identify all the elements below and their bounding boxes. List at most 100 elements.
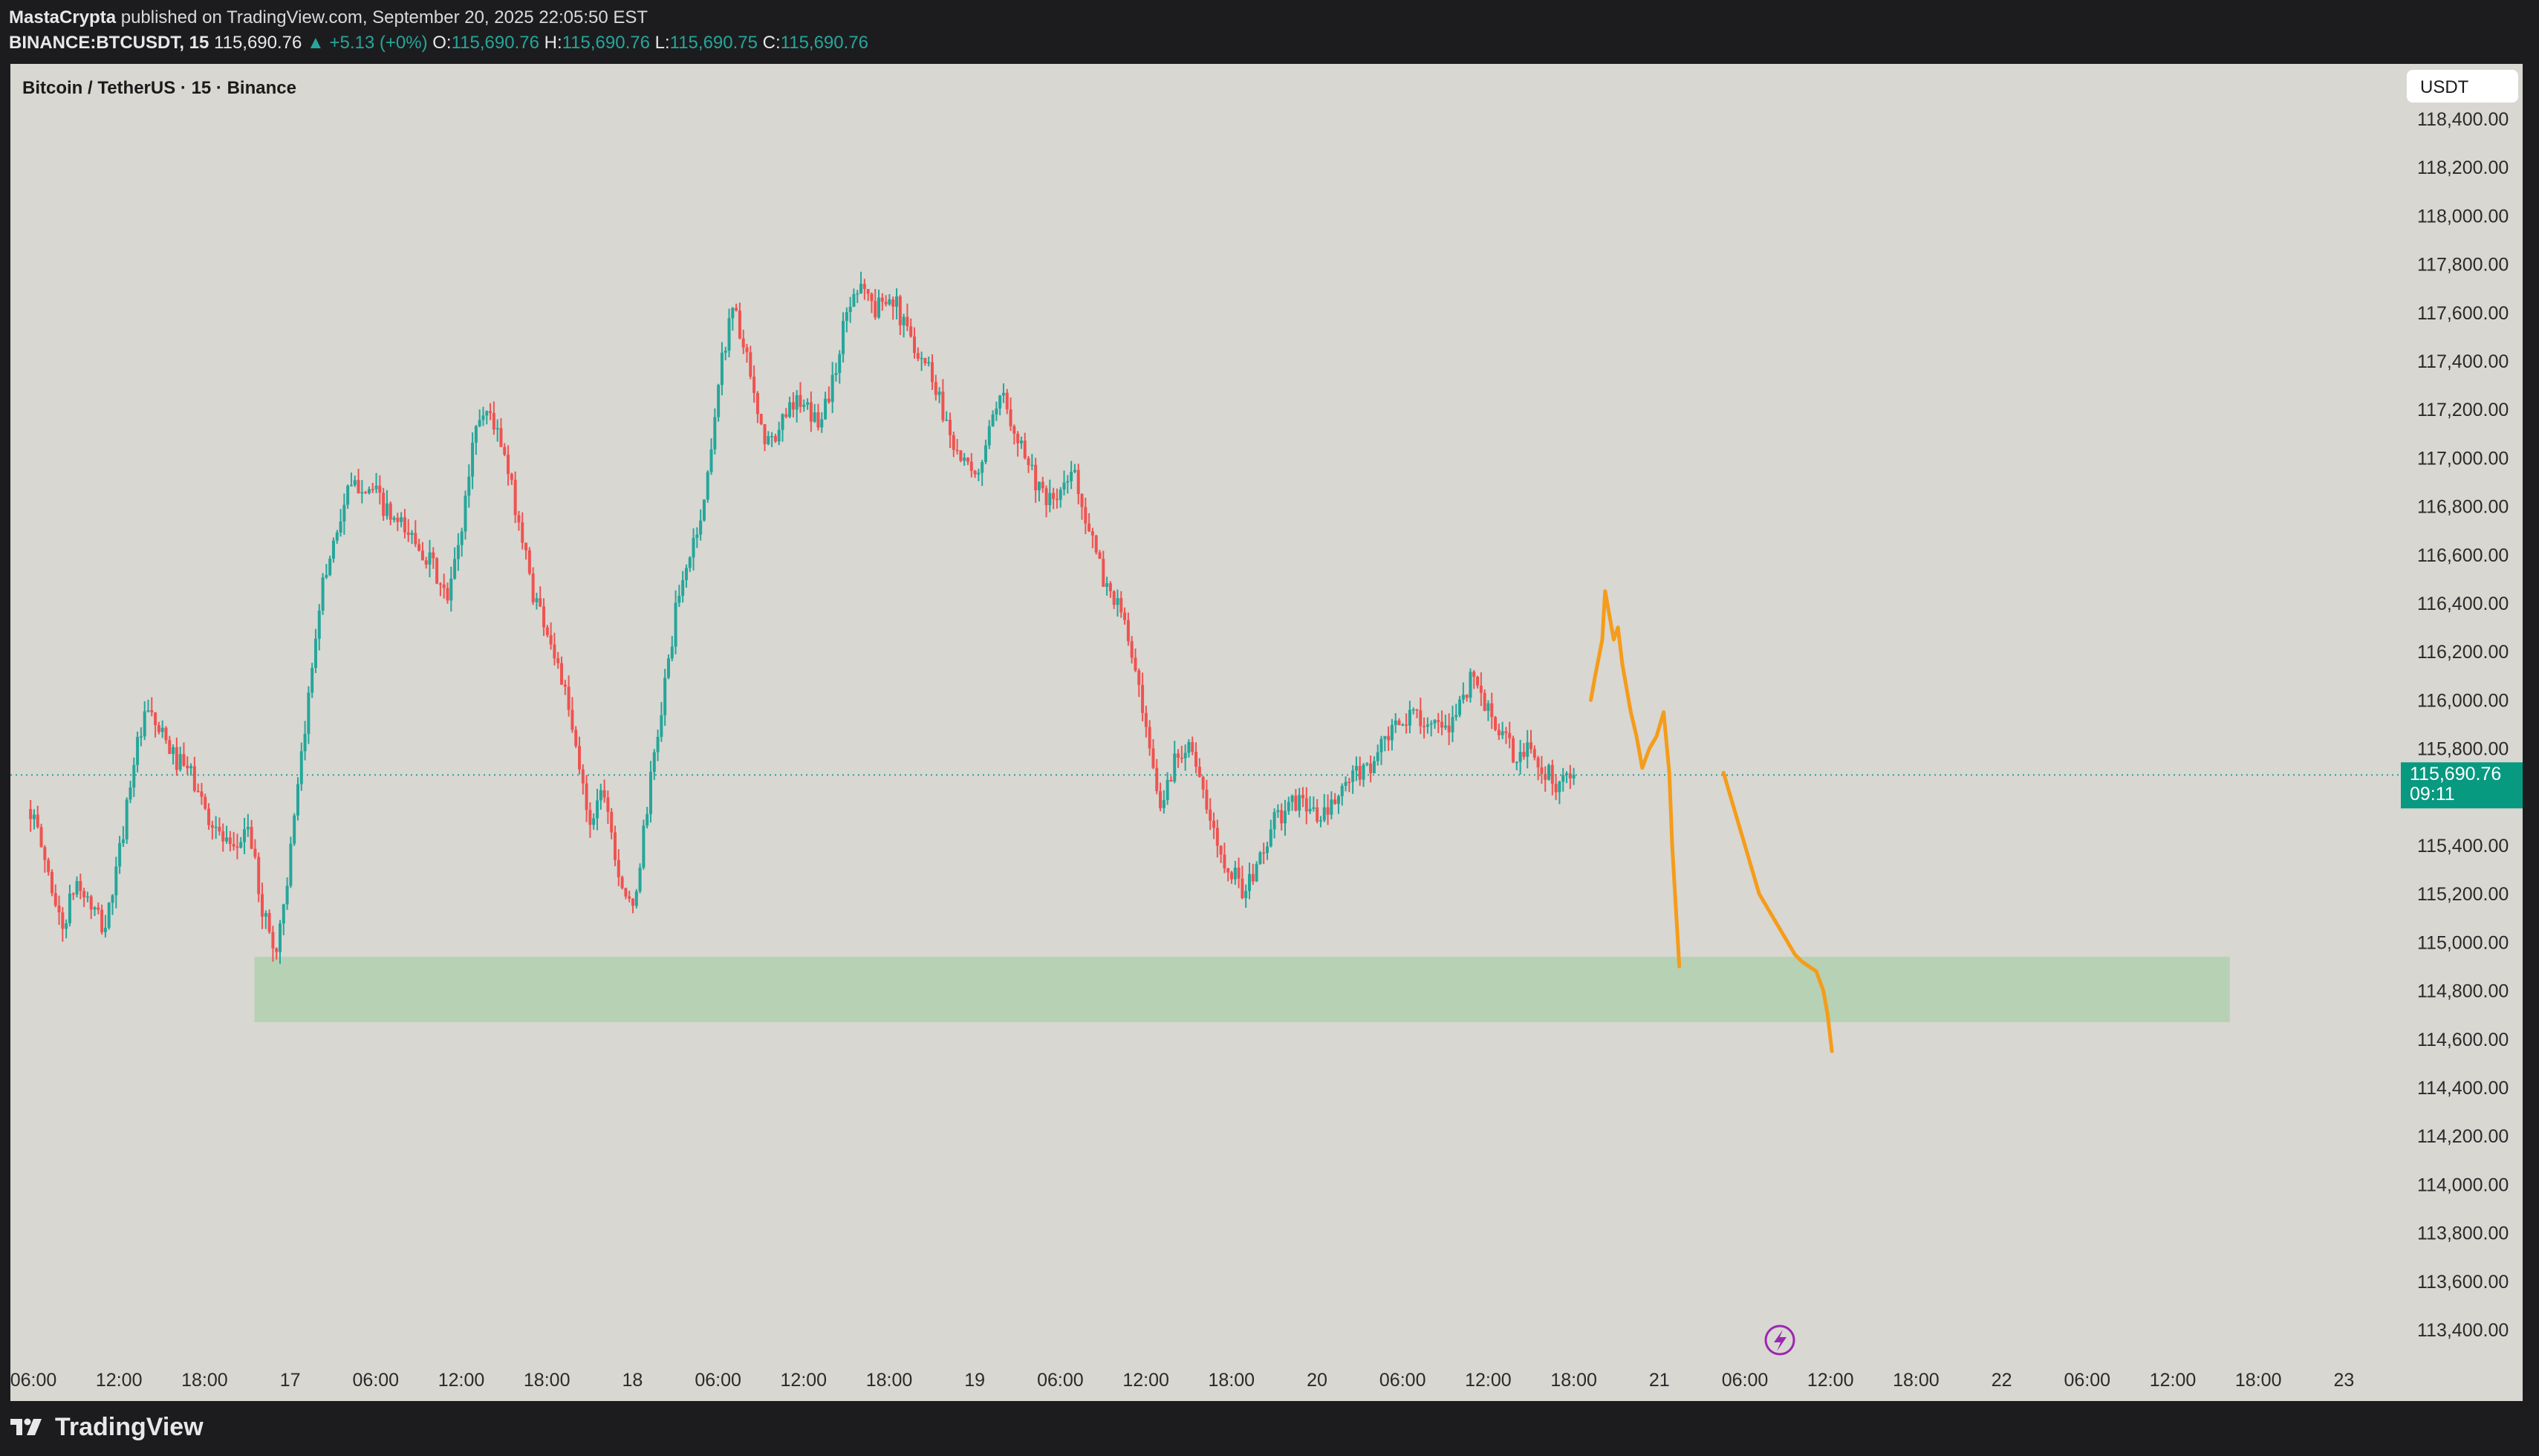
low-value: 115,690.75 (669, 33, 758, 53)
candle-body (692, 538, 695, 558)
candle-body (973, 470, 977, 475)
candle-body (820, 419, 824, 428)
candle-body (1030, 464, 1034, 467)
candle-body (813, 412, 816, 422)
candle-body (1230, 872, 1234, 880)
candle-body (1098, 552, 1102, 559)
candle-body (225, 837, 229, 842)
candle-body (1134, 657, 1137, 671)
candle-body (1062, 482, 1066, 490)
candle-body (172, 747, 175, 754)
change-value: ▲ +5.13 (+0%) (307, 33, 432, 53)
lightning-circle[interactable] (1764, 1325, 1795, 1356)
chart-area[interactable]: Bitcoin / TetherUS · 15 · Binance 113,40… (10, 64, 2523, 1401)
candle-body (1084, 507, 1088, 524)
candle-body (313, 638, 317, 669)
candle-body (1137, 670, 1141, 686)
price-chart[interactable]: Bitcoin / TetherUS · 15 · Binance 113,40… (10, 64, 2523, 1401)
candle-body (1059, 490, 1062, 500)
time-tick-label: 12:00 (1807, 1370, 1854, 1391)
candle-body (759, 414, 763, 424)
candle-body (1561, 775, 1565, 782)
candle-body (699, 520, 703, 535)
candle-body (969, 461, 973, 471)
candle-body (592, 818, 596, 825)
price-tag-price: 115,690.76 (2410, 764, 2501, 784)
candle-body (1387, 735, 1391, 741)
candle-body (1469, 672, 1472, 698)
candle-body (1116, 598, 1119, 605)
candle-body (510, 474, 513, 480)
candle-body (178, 754, 182, 770)
candle-body (1454, 715, 1458, 718)
candle-body (296, 784, 299, 816)
candle-body (1486, 703, 1490, 711)
candle-body (239, 842, 243, 848)
candle-body (1102, 559, 1105, 587)
candle-body (824, 398, 828, 420)
candle-body (1258, 852, 1262, 865)
author-name[interactable]: MastaCrypta (9, 7, 117, 27)
chart-background (10, 64, 2523, 1401)
candle-body (275, 948, 279, 952)
candle-body (65, 923, 68, 929)
candle-body (1265, 846, 1269, 854)
candle-body (1205, 789, 1209, 810)
candle-body (1512, 738, 1515, 763)
candle-body (93, 907, 97, 910)
candle-body (189, 766, 193, 769)
candle-body (1372, 761, 1376, 773)
candle-body (317, 611, 321, 639)
candle-body (243, 829, 247, 842)
candle-body (1283, 810, 1287, 824)
snapshot-header: MastaCrypta published on TradingView.com… (9, 4, 2527, 61)
candle-body (784, 414, 788, 417)
candle-body (1458, 699, 1462, 715)
candle-body (118, 842, 122, 867)
time-axis[interactable]: 06:00 12:00 18:00 17 06:00 12:00 18:00 18 06:00 1… (10, 1370, 2355, 1391)
candle-body (620, 877, 624, 888)
price-tick-label: 117,200.00 (2417, 400, 2509, 420)
candle-body (1070, 472, 1073, 481)
candle-body (299, 751, 303, 784)
candle-body (995, 408, 998, 415)
candle-body (392, 517, 396, 520)
candle-body (923, 357, 927, 364)
candle-body (1052, 493, 1056, 499)
candle-body (325, 575, 328, 578)
last-price-value: 115,690.76 (214, 33, 302, 53)
tradingview-logo[interactable]: TradingView (9, 1408, 204, 1446)
close-value: 115,690.76 (780, 33, 868, 53)
chart-title: Bitcoin / TetherUS · 15 · Binance (22, 78, 296, 98)
candle-body (228, 837, 232, 845)
candle-body (1319, 820, 1322, 822)
candle-body (1251, 874, 1255, 882)
candle-body (129, 787, 132, 800)
candle-body (806, 402, 810, 405)
candle-body (1244, 891, 1248, 899)
lightning-icon[interactable] (1764, 1325, 1795, 1356)
candle-body (1365, 763, 1369, 765)
candle-body (959, 450, 963, 461)
projection-line-2 (1721, 770, 1834, 1053)
candle-body (456, 545, 460, 559)
candle-body (1027, 458, 1030, 466)
candle-body (1362, 764, 1365, 780)
candle-body (663, 677, 667, 715)
candle-body (830, 374, 834, 403)
price-tick-label: 115,800.00 (2417, 739, 2509, 760)
currency-button-bg[interactable] (2407, 70, 2518, 103)
candle-body (945, 420, 949, 421)
candle-body (927, 362, 931, 364)
candle-body (1447, 725, 1451, 732)
candle-body (32, 814, 36, 819)
candle-body (606, 797, 610, 813)
currency-button[interactable]: USDT (2407, 70, 2518, 103)
candle-body (745, 347, 749, 353)
candle-body (289, 843, 293, 886)
candle-body (371, 489, 374, 491)
candle-body (293, 815, 296, 844)
candle-body (157, 725, 160, 732)
price-tag-bg (2401, 762, 2523, 809)
